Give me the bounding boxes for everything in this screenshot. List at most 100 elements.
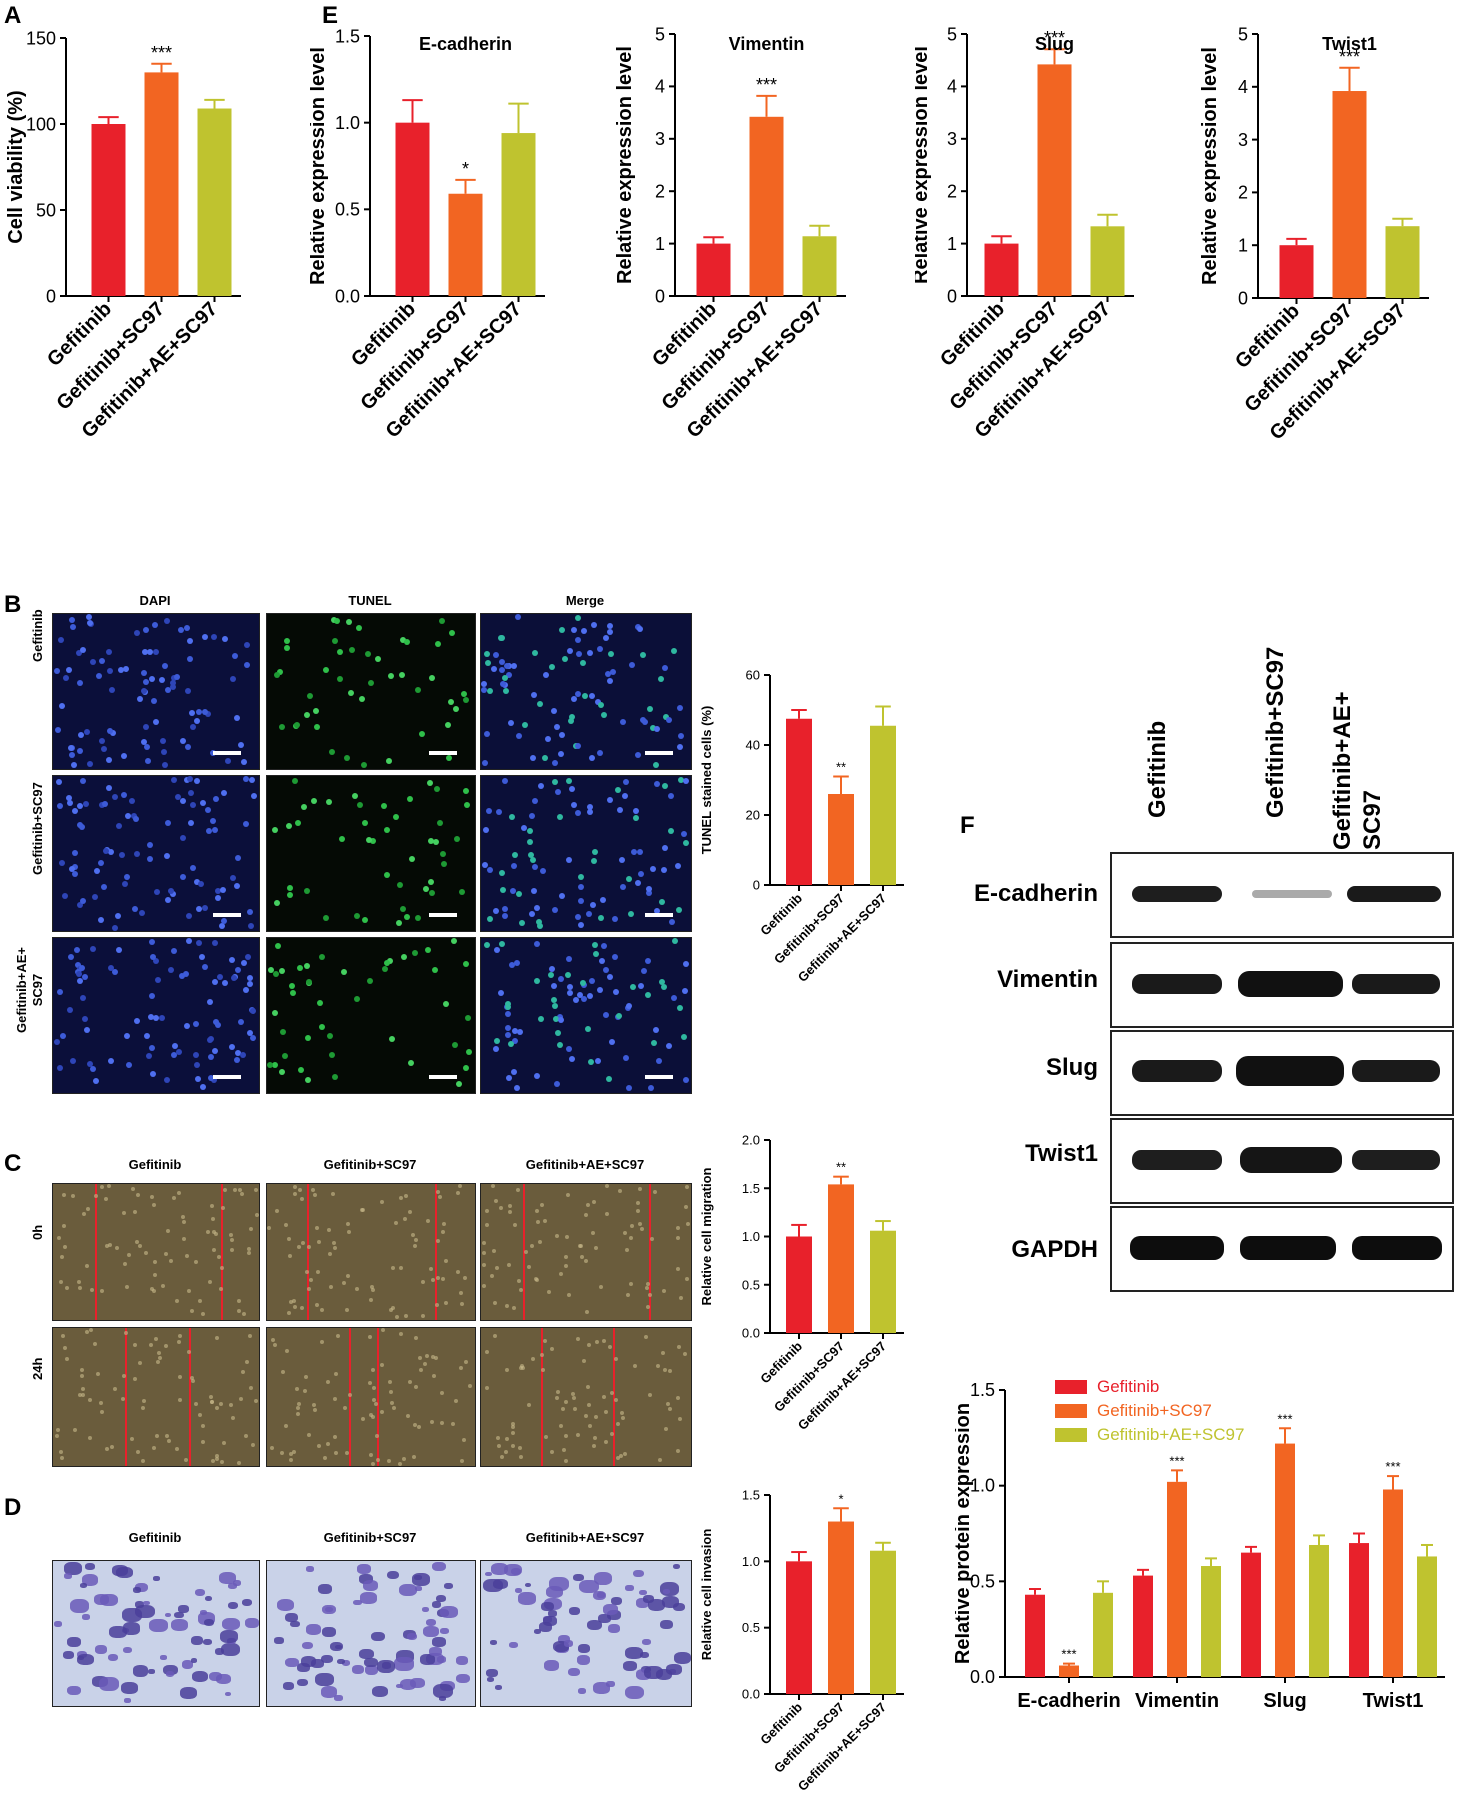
chart-protein-expression: 0.0 0.5 1.0 1.5 *** E-cadherin *** Vimentin *** S… [955, 1377, 1445, 1712]
y-tick-label: 1.5 [742, 1488, 760, 1503]
y-tick-label: 1.0 [742, 1229, 760, 1244]
bar [1133, 1575, 1153, 1677]
bar [1037, 64, 1072, 296]
bar [1059, 1665, 1079, 1677]
bar [1241, 1552, 1261, 1677]
y-tick-label: 0 [947, 286, 957, 306]
wb-label-slug: Slug [1046, 1054, 1098, 1081]
y-tick-label: 60 [746, 668, 760, 683]
bar [1025, 1594, 1045, 1677]
y-tick-label: 3 [655, 129, 665, 149]
y-tick-label: 0.5 [970, 1571, 995, 1591]
mig-col-header-gefitinib: Gefitinib [128, 1157, 182, 1172]
wb-strip-twist1 [1110, 1118, 1454, 1204]
significance-label: *** [1044, 28, 1065, 48]
significance-label: *** [1385, 1459, 1400, 1474]
y-tick-label: 1 [947, 234, 957, 254]
bar [802, 236, 837, 296]
significance-label: * [838, 1491, 843, 1506]
bar [1309, 1544, 1329, 1677]
y-tick-label: 50 [36, 200, 56, 220]
inv-col-header-sc97: Gefitinib+SC97 [323, 1530, 417, 1545]
wb-lane-ae-sc97: Gefitinib+AE+ SC97 [1329, 691, 1386, 850]
chart-tunel-stained: 0204060Gefitinib**Gefitinib+SC97Gefitini… [700, 668, 904, 985]
y-tick-label: 4 [655, 77, 665, 97]
mig-col-header-ae-sc97: Gefitinib+AE+SC97 [525, 1157, 645, 1172]
col-header-tunel: TUNEL [348, 593, 392, 608]
mig-col-header-sc97: Gefitinib+SC97 [323, 1157, 417, 1172]
y-tick-label: 1.5 [335, 26, 360, 46]
wb-label-vimentin: Vimentin [997, 966, 1098, 993]
bar [1385, 226, 1420, 298]
category-label: E-cadherin [1017, 1690, 1120, 1712]
bar [828, 1184, 854, 1333]
wb-label-ecadherin: E-cadherin [973, 880, 1098, 907]
y-tick-label: 2 [1238, 183, 1248, 203]
bar [1093, 1592, 1113, 1677]
wound-gefitinib-0h [52, 1183, 260, 1321]
wound-ae-sc97-0h [480, 1183, 692, 1321]
bar [749, 116, 784, 297]
row-label-24h: 24h [30, 1357, 45, 1380]
bar [828, 794, 854, 885]
chart-title: Slug [1035, 34, 1074, 54]
category-label: Twist1 [1363, 1690, 1424, 1712]
y-tick-label: 1.5 [970, 1380, 995, 1400]
y-tick-label: 1 [1238, 236, 1248, 256]
y-tick-label: 0.0 [335, 286, 360, 306]
bar [1275, 1443, 1295, 1677]
row-label-0h: 0h [30, 1224, 45, 1240]
y-tick-label: 0 [1238, 288, 1248, 308]
bar [91, 124, 126, 296]
wb-label-twist1: Twist1 [1025, 1140, 1098, 1167]
micrograph-tunel-ae-sc97 [266, 937, 476, 1094]
significance-label: *** [1277, 1411, 1292, 1426]
y-tick-label: 1.0 [335, 113, 360, 133]
legend-swatch [1055, 1428, 1087, 1442]
chart-title: Twist1 [1322, 34, 1377, 54]
col-header-merge: Merge [565, 593, 605, 608]
y-axis-label: Relative cell migration [700, 1167, 714, 1305]
inv-col-header-gefitinib: Gefitinib [128, 1530, 182, 1545]
panel-label-a: A [4, 2, 22, 29]
significance-label: ** [836, 760, 846, 775]
y-tick-label: 5 [1238, 24, 1248, 44]
category-label: Slug [1263, 1690, 1306, 1712]
micrograph-dapi-sc97 [52, 775, 260, 932]
significance-label: *** [1169, 1453, 1184, 1468]
row-label-gefitinib: Gefitinib [30, 609, 45, 662]
bar [870, 1230, 896, 1333]
bar [870, 725, 896, 885]
y-tick-label: 1.5 [742, 1181, 760, 1196]
bar [786, 1236, 812, 1333]
wound-gefitinib-24h [52, 1327, 260, 1467]
col-header-dapi: DAPI [139, 593, 171, 608]
chart-cell-migration: 0.00.51.01.52.0Gefitinib**Gefitinib+SC97… [700, 1133, 904, 1433]
panel-label-f: F [960, 812, 975, 839]
y-tick-label: 0.5 [742, 1620, 760, 1635]
panel-label-e: E [322, 2, 339, 29]
panel-label-d: D [4, 1494, 22, 1521]
invasion-sc97 [266, 1560, 476, 1707]
micrograph-tunel-gefitinib [266, 613, 476, 770]
bar [870, 1550, 896, 1694]
bar [501, 133, 536, 296]
y-tick-label: 4 [1238, 77, 1248, 97]
bar [1167, 1481, 1187, 1677]
y-axis-label: Relative expression level [1200, 47, 1221, 285]
wb-strip-ecadherin [1110, 852, 1454, 938]
legend-label: Gefitinib [1097, 1377, 1159, 1396]
significance-label: * [462, 159, 469, 179]
chart-cell-invasion-plot: 0.00.51.01.5Gefitinib*Gefitinib+SC97Gefi… [700, 1488, 904, 1794]
bar [1332, 91, 1367, 298]
micrograph-dapi-ae-sc97 [52, 937, 260, 1094]
row-label-gefitinib-ae-sc97: Gefitinib+AE+ SC97 [14, 947, 45, 1033]
y-tick-label: 0.0 [742, 1326, 760, 1341]
legend-swatch [1055, 1380, 1087, 1394]
bar [696, 243, 731, 296]
inv-col-header-ae-sc97: Gefitinib+AE+SC97 [525, 1530, 645, 1545]
y-tick-label: 0.5 [742, 1277, 760, 1292]
chart-slug-mrna: 012345Gefitinib***Gefitinib+SC97Gefitini… [915, 24, 1134, 442]
category-label: Vimentin [1135, 1690, 1219, 1712]
panel-label-b: B [4, 591, 22, 618]
